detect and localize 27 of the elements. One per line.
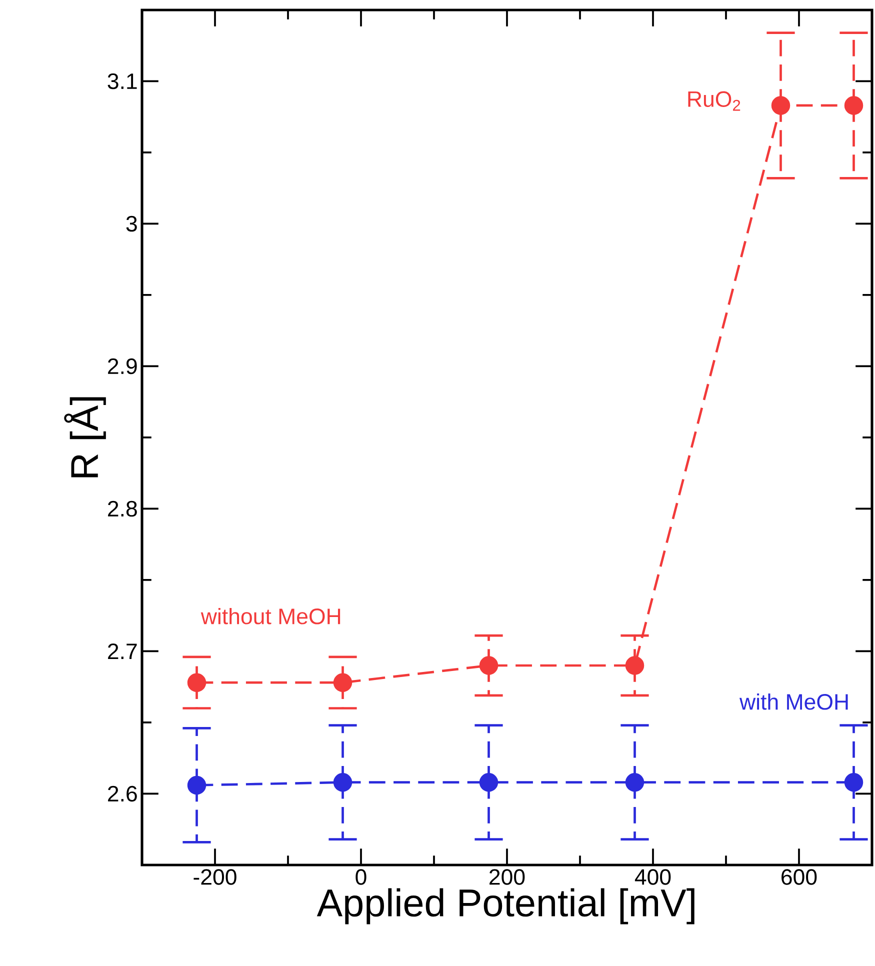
y-tick-label: 2.6 bbox=[108, 786, 137, 802]
x-tick-label: 200 bbox=[490, 869, 525, 885]
point bbox=[479, 656, 498, 675]
text: with MeOH bbox=[739, 693, 848, 710]
y-tick-label: 3 bbox=[126, 216, 137, 232]
x-axis-title: Applied Potential [mV] bbox=[316, 888, 694, 924]
y-tick-label: 2.9 bbox=[108, 358, 137, 374]
x-tick-label: 600 bbox=[782, 869, 817, 885]
x-tick-label: -200 bbox=[194, 869, 236, 885]
point bbox=[771, 96, 790, 115]
y-tick-label: 2.7 bbox=[108, 643, 137, 660]
point bbox=[625, 772, 644, 792]
point bbox=[844, 96, 864, 115]
point bbox=[625, 656, 644, 675]
x-tick-label: 0 bbox=[356, 869, 366, 885]
y-tick-label: 3.1 bbox=[108, 73, 137, 90]
point bbox=[187, 673, 206, 692]
y-tick-label: 2.8 bbox=[108, 500, 137, 517]
point bbox=[187, 776, 206, 795]
point bbox=[479, 772, 498, 792]
text: without MeOH bbox=[200, 608, 340, 624]
annotation: RuO$_{2}$ bbox=[688, 91, 740, 111]
point bbox=[333, 673, 352, 692]
point bbox=[333, 772, 352, 792]
y-axis-title: R [Å] bbox=[64, 397, 106, 478]
x-tick-label: 400 bbox=[634, 869, 671, 885]
point bbox=[844, 772, 864, 792]
